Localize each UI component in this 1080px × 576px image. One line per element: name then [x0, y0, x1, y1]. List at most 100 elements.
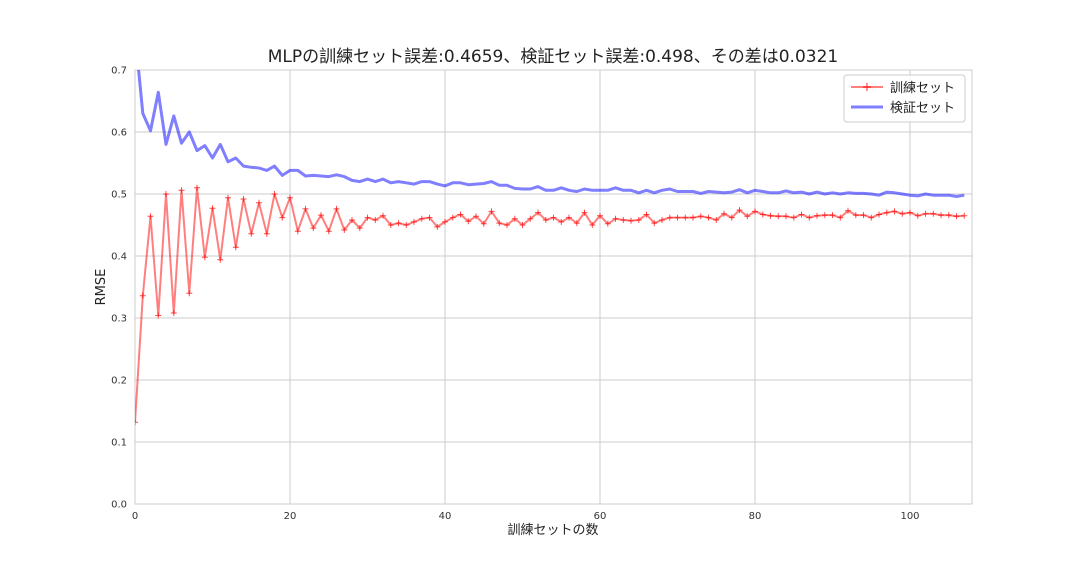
x-tick-label: 40	[439, 511, 452, 522]
train-data-point	[387, 222, 394, 228]
train-data-point	[511, 215, 518, 222]
y-tick-label: 0.0	[111, 500, 127, 511]
train-data-point	[736, 207, 743, 214]
train-data-point	[643, 211, 650, 218]
train-data-point	[953, 213, 960, 220]
train-data-point	[217, 256, 224, 263]
plot-area: 0.0 0.1 0.2 0.3 0.4 0.5 0.6 0.7 0 20 40 60 80 100	[111, 66, 973, 522]
validation-series-line	[137, 70, 965, 198]
train-data-point	[821, 212, 828, 219]
train-data-point	[566, 214, 572, 221]
train-data-point	[744, 213, 751, 220]
train-data-point	[356, 225, 363, 232]
x-axis-label: 訓練セットの数	[507, 522, 598, 538]
train-data-point	[922, 210, 929, 217]
train-data-point	[248, 230, 255, 237]
train-data-point	[550, 214, 557, 221]
train-data-point	[728, 214, 735, 221]
train-data-point	[814, 212, 820, 219]
train-data-point	[271, 191, 278, 197]
train-data-point	[775, 213, 782, 220]
train-data-point	[767, 212, 774, 219]
train-data-point	[868, 214, 875, 221]
train-data-point	[178, 187, 185, 194]
y-tick-label: 0.4	[111, 252, 127, 263]
y-tick-label: 0.3	[111, 314, 127, 325]
train-data-point	[302, 205, 309, 212]
train-data-point	[225, 194, 231, 201]
train-data-point	[504, 222, 510, 228]
x-tick-label: 80	[749, 511, 762, 522]
train-data-point	[620, 217, 627, 223]
y-axis-label: RMSE	[94, 269, 109, 306]
train-data-point	[790, 214, 797, 221]
train-data-point	[690, 214, 696, 221]
train-data-point	[899, 210, 906, 217]
train-data-point	[457, 211, 464, 218]
train-data-point	[852, 212, 859, 219]
train-data-point	[519, 222, 526, 228]
train-data-point	[628, 217, 634, 224]
train-data-point	[759, 211, 766, 218]
train-data-point	[139, 292, 146, 299]
train-data-point	[294, 228, 301, 235]
train-data-point	[349, 217, 355, 223]
train-data-point	[310, 225, 317, 232]
train-data-point	[651, 220, 658, 227]
train-data-point	[279, 214, 286, 221]
train-data-point	[907, 209, 913, 216]
train-data-point	[256, 199, 262, 206]
legend-train-label: 訓練セット	[890, 80, 955, 96]
train-data-point	[488, 208, 495, 215]
x-tick-label: 60	[594, 511, 607, 522]
train-data-point	[372, 217, 379, 223]
train-data-point	[674, 214, 681, 221]
train-data-point	[845, 207, 851, 214]
train-data-point	[163, 191, 169, 197]
train-data-point	[232, 244, 239, 251]
train-data-point	[558, 218, 565, 225]
train-data-point	[465, 218, 472, 225]
train-data-point	[883, 209, 890, 216]
legend: 訓練セット 検証セット	[843, 74, 966, 123]
train-data-point	[201, 254, 208, 261]
train-data-point	[496, 220, 503, 227]
train-data-point	[914, 212, 921, 219]
train-data-point	[263, 230, 270, 237]
train-data-point	[659, 217, 665, 223]
train-data-point	[961, 212, 968, 219]
train-data-point	[783, 213, 789, 220]
chart-title: MLPの訓練セット誤差:0.4659、検証セット誤差:0.498、その差は0.0…	[268, 47, 838, 67]
train-data-point	[325, 228, 332, 235]
train-data-point	[930, 210, 937, 217]
train-data-point	[380, 212, 386, 219]
y-tick-label: 0.6	[111, 128, 127, 139]
train-data-point	[604, 220, 611, 227]
train-data-point	[527, 215, 534, 222]
train-data-point	[573, 220, 580, 227]
train-data-point	[597, 212, 603, 219]
train-data-point	[837, 214, 844, 221]
y-tick-label: 0.7	[111, 66, 127, 77]
train-data-point	[705, 214, 712, 221]
train-data-point	[287, 194, 293, 201]
y-tick-label: 0.5	[111, 190, 127, 201]
train-data-point	[798, 211, 805, 218]
train-data-point	[713, 217, 720, 223]
train-data-point	[806, 214, 813, 221]
train-data-point	[395, 220, 402, 227]
train-data-point	[581, 209, 588, 216]
train-data-point	[542, 217, 549, 223]
train-data-point	[589, 222, 596, 228]
train-data-point	[155, 312, 162, 319]
legend-train-marker	[863, 83, 871, 91]
train-data-point	[411, 218, 417, 225]
train-data-point	[535, 209, 541, 216]
x-tick-label: 20	[284, 511, 297, 522]
y-tick-label: 0.1	[111, 438, 127, 449]
series-layer	[135, 70, 968, 426]
train-data-point	[480, 220, 487, 227]
train-data-point	[891, 208, 898, 215]
train-data-point	[403, 222, 410, 228]
